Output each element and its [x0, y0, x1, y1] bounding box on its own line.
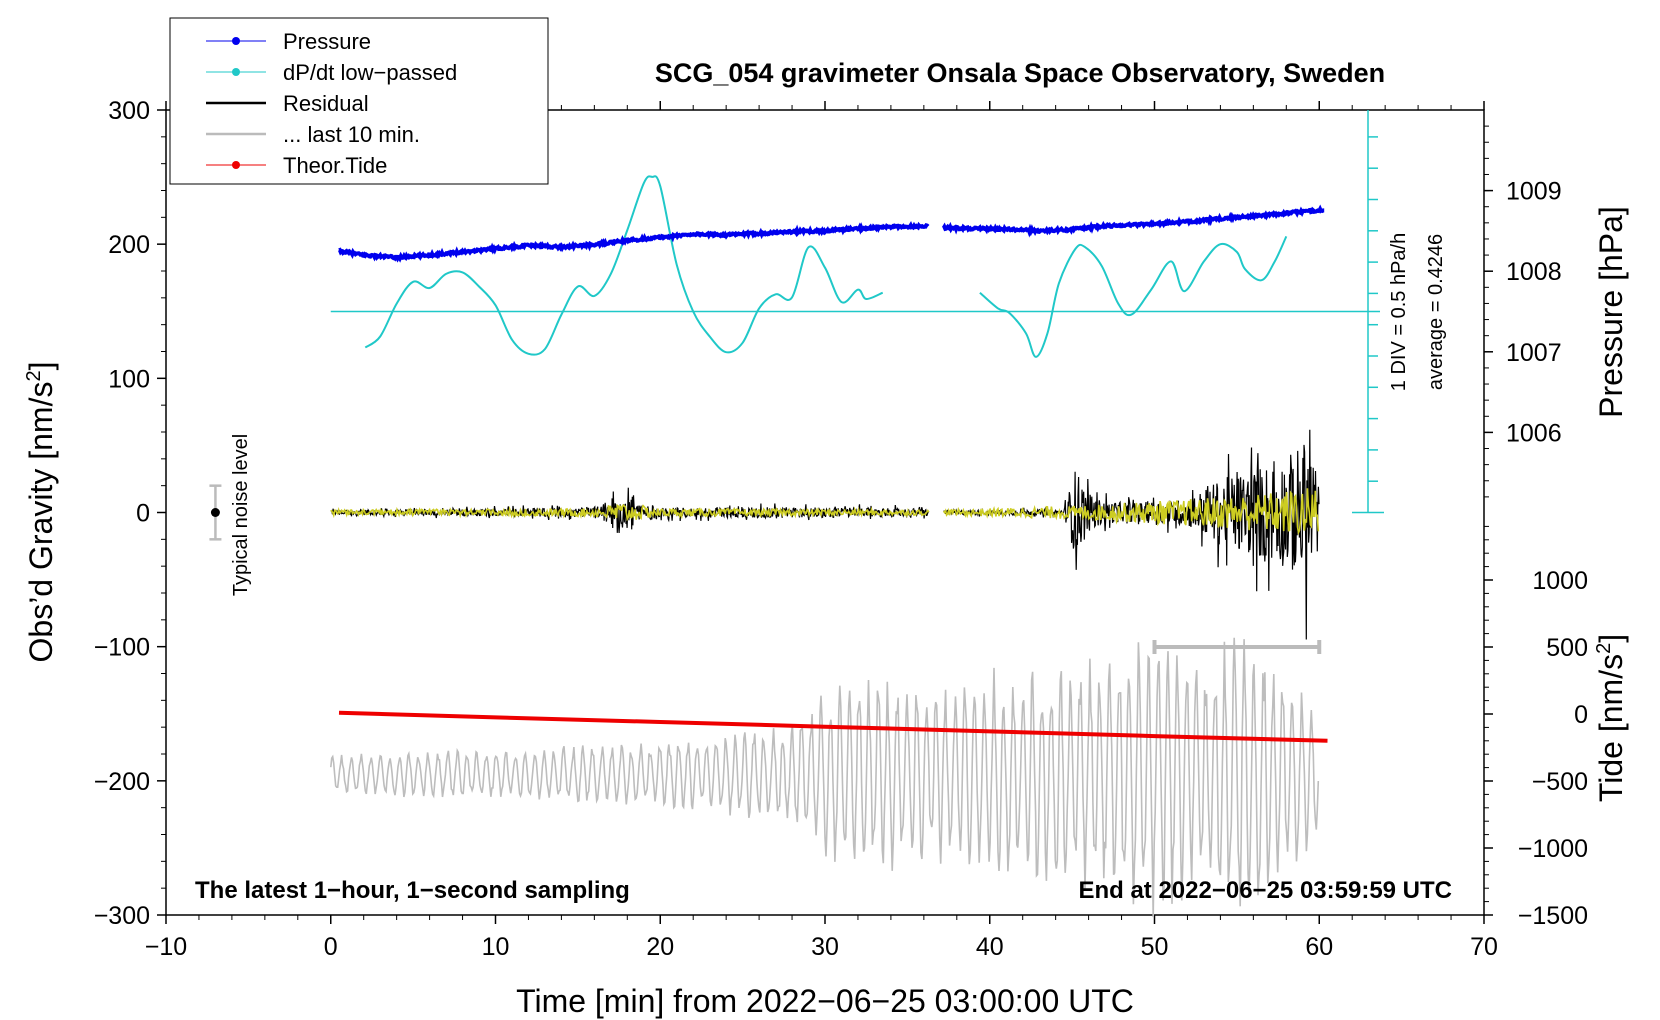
pressure-div-label: 1 DIV = 0.5 hPa/h	[1388, 233, 1410, 391]
tide-tick-label: −1500	[1518, 902, 1588, 930]
pressure-tick-label: 1007	[1506, 339, 1562, 367]
y-axis-title-left: Obs’d Gravity [nm/s2]	[23, 362, 59, 663]
y-tick-label: 200	[108, 231, 150, 259]
legend-marker	[232, 161, 240, 169]
series-residual-filtered	[330, 503, 930, 522]
series-pressure	[337, 221, 930, 263]
legend-box	[169, 17, 549, 185]
y-axis-title-tide-end: ]	[1593, 634, 1629, 643]
x-tick-label: 60	[1305, 933, 1333, 961]
noise-bar-dot	[210, 508, 220, 517]
y-tick-label: −200	[94, 768, 150, 796]
series-pressure	[941, 204, 1325, 238]
series-residual	[943, 429, 1320, 640]
series-layer	[209, 110, 1384, 918]
y-axis-title-left-base: Obs’d Gravity [nm/s	[23, 382, 59, 663]
legend-marker	[232, 37, 240, 45]
y-tick-label: −300	[94, 902, 150, 930]
legend-label: Pressure	[283, 29, 371, 54]
x-tick-label: 40	[976, 933, 1004, 961]
annotation-bottom-right: End at 2022−06−25 03:59:59 UTC	[1078, 877, 1452, 904]
y-tick-label: 300	[108, 97, 150, 125]
legend-label: Theor.Tide	[283, 153, 387, 178]
legend-label: Residual	[283, 91, 369, 116]
noise-level-label: Typical noise level	[230, 434, 252, 596]
y-tick-label: −100	[94, 634, 150, 662]
x-axis-title: Time [min] from 2022−06−25 03:00:00 UTC	[516, 983, 1134, 1019]
tide-tick-label: −1000	[1518, 835, 1588, 863]
legend-marker	[232, 68, 240, 76]
legend-items: Pressure dP/dt low−passed Residual ... last…	[206, 29, 457, 178]
x-tick-label: −10	[145, 933, 187, 961]
series-theor-tide	[338, 710, 1328, 743]
pressure-tick-label: 1008	[1506, 258, 1562, 286]
y-tick-label: 0	[136, 500, 150, 528]
series-dpdt	[364, 175, 884, 356]
tide-tick-label: 500	[1546, 634, 1588, 662]
x-tick-label: 50	[1141, 933, 1169, 961]
chart-title: SCG_054 gravimeter Onsala Space Observat…	[655, 58, 1385, 88]
legend: Pressure dP/dt low−passed Residual ... last…	[169, 17, 549, 185]
x-tick-label: 30	[811, 933, 839, 961]
x-tick-label: 70	[1470, 933, 1498, 961]
tide-tick-label: 1000	[1532, 567, 1588, 595]
pressure-tick-label: 1009	[1506, 178, 1562, 206]
y-axis-title-pressure: Pressure [hPa]	[1593, 206, 1629, 418]
series-dpdt	[979, 235, 1288, 358]
legend-label: ... last 10 min.	[283, 122, 420, 147]
pressure-tick-label: 1006	[1506, 419, 1562, 447]
pressure-average-label: average = 0.4246	[1425, 234, 1447, 390]
y-axis-title-tide: Tide [nm/s2]	[1593, 634, 1629, 802]
tide-tick-label: −500	[1532, 768, 1588, 796]
y-axis-title-left-sup: 2	[23, 370, 45, 381]
y-axis-title-tide-base: Tide [nm/s	[1593, 654, 1629, 802]
x-tick-label: 20	[646, 933, 674, 961]
series-grey-trace	[330, 637, 1320, 918]
axis-ticks: −10 0 10 20 30 40 50 60 703002001000−100−200−300…	[94, 97, 1588, 961]
y-tick-label: 100	[108, 365, 150, 393]
series-residual-filtered	[942, 488, 1320, 536]
legend-label: dP/dt low−passed	[283, 60, 457, 85]
x-tick-label: 0	[324, 933, 338, 961]
annotation-bottom-left: The latest 1−hour, 1−second sampling	[195, 877, 630, 904]
x-tick-label: 10	[482, 933, 510, 961]
y-axis-title-left-end: ]	[23, 362, 59, 371]
tide-tick-label: 0	[1574, 701, 1588, 729]
y-axis-title-tide-sup: 2	[1593, 643, 1615, 654]
